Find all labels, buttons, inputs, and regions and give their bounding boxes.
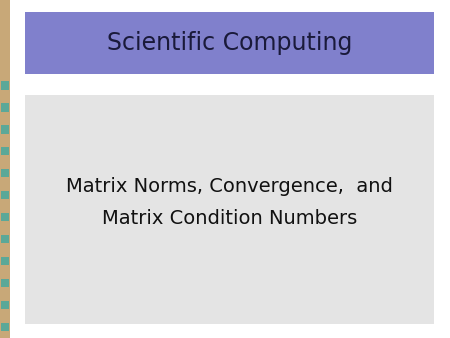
Bar <box>1 213 9 221</box>
Bar <box>25 95 434 324</box>
Bar <box>1 103 9 112</box>
Bar <box>1 323 9 331</box>
Bar <box>1 147 9 155</box>
Bar <box>1 191 9 199</box>
Bar <box>1 169 9 177</box>
Text: Matrix Norms, Convergence,  and: Matrix Norms, Convergence, and <box>66 177 393 196</box>
Text: Scientific Computing: Scientific Computing <box>107 31 352 55</box>
Bar <box>1 279 9 287</box>
Bar <box>0 0 10 338</box>
Bar <box>1 257 9 265</box>
Bar <box>1 125 9 134</box>
Bar <box>25 12 434 74</box>
Bar <box>1 301 9 309</box>
Bar <box>1 81 9 90</box>
Bar <box>1 235 9 243</box>
Text: Matrix Condition Numbers: Matrix Condition Numbers <box>102 209 357 228</box>
